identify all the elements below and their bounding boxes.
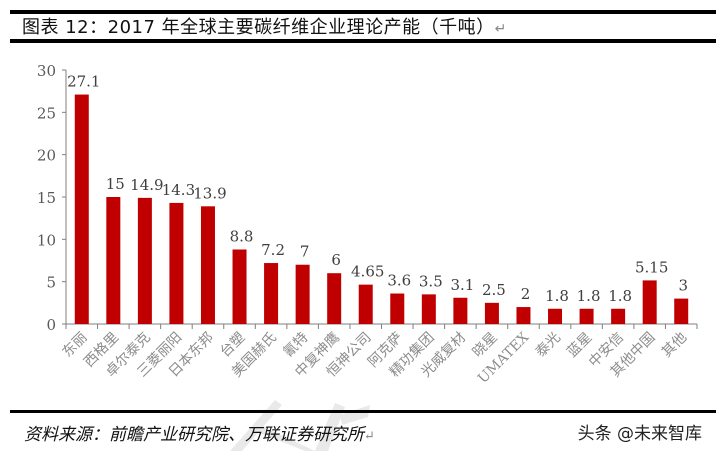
figure-title: 图表 12：2017 年全球主要碳纤维企业理论产能（千吨）↵ xyxy=(22,13,507,39)
data-label: 1.8 xyxy=(577,287,601,305)
bar xyxy=(106,197,121,324)
data-label: 2 xyxy=(521,285,531,303)
data-label: 3.5 xyxy=(419,272,443,290)
y-tick-label: 30 xyxy=(37,62,56,80)
data-label: 14.9 xyxy=(130,176,163,194)
data-label: 1.8 xyxy=(608,287,632,305)
y-tick-label: 10 xyxy=(37,231,56,249)
data-label: 8.8 xyxy=(230,227,254,245)
data-label: 3 xyxy=(678,277,688,295)
bar xyxy=(674,298,689,324)
data-label: 3.6 xyxy=(387,272,411,290)
source-note: 资料来源：前瞻产业研究院、万联证券研究所↵ xyxy=(24,420,375,445)
bar xyxy=(232,249,247,324)
category-label: 其他 xyxy=(659,330,690,361)
bar-chart: 0 5 10 15 20 25 30 27.1 东丽 15 西格里 14.9 卓尔泰克 14.3 三菱丽阳 1… xyxy=(0,45,718,405)
data-label: 14.3 xyxy=(162,181,195,199)
bar xyxy=(358,284,373,324)
bar xyxy=(642,280,657,324)
y-tick-label: 0 xyxy=(46,316,56,334)
data-label: 5.15 xyxy=(635,258,668,276)
figure-title-text: 图表 12：2017 年全球主要碳纤维企业理论产能（千吨） xyxy=(22,17,495,38)
bar xyxy=(137,197,152,324)
y-tick-label: 15 xyxy=(37,189,56,207)
y-tick-label: 25 xyxy=(37,104,56,122)
source-text: 资料来源：前瞻产业研究院、万联证券研究所 xyxy=(24,425,364,445)
bar xyxy=(74,94,89,324)
data-label: 3.1 xyxy=(450,276,474,294)
y-tick-label: 20 xyxy=(37,147,56,165)
bar xyxy=(390,293,405,324)
data-label: 7 xyxy=(300,243,310,261)
bar xyxy=(421,294,436,324)
bar xyxy=(264,263,279,324)
data-label: 7.2 xyxy=(261,241,285,259)
bar xyxy=(548,308,563,324)
footer-rule xyxy=(10,410,716,413)
top-rule xyxy=(10,10,716,14)
bar xyxy=(611,308,626,324)
bar xyxy=(327,273,342,324)
bar xyxy=(453,297,468,324)
bar xyxy=(579,308,594,324)
return-mark: ↵ xyxy=(364,429,375,444)
chart-canvas: 05101520253027.1东丽15西格里14.9卓尔泰克14.3三菱丽阳1… xyxy=(37,62,698,387)
bar xyxy=(484,302,499,324)
data-label: 6 xyxy=(331,251,341,269)
data-label: 27.1 xyxy=(67,73,100,91)
bar xyxy=(169,202,184,324)
category-label: 泰光 xyxy=(533,330,564,361)
return-mark: ↵ xyxy=(494,21,507,37)
bar xyxy=(295,264,310,324)
data-label: 15 xyxy=(106,175,125,193)
bar xyxy=(200,206,215,324)
bar xyxy=(516,307,531,324)
y-tick-label: 5 xyxy=(46,274,56,292)
data-label: 1.8 xyxy=(545,287,569,305)
data-label: 2.5 xyxy=(482,281,506,299)
data-label: 4.65 xyxy=(351,263,384,281)
title-underline-rule xyxy=(10,39,716,43)
data-label: 13.9 xyxy=(193,184,226,202)
brand-watermark: 头条 @未来智库 xyxy=(577,424,702,444)
